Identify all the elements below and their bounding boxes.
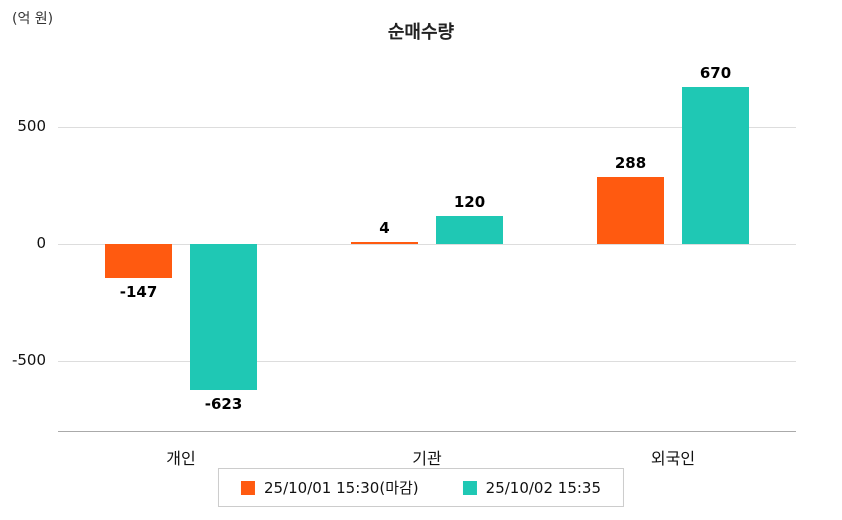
bar-value-label: 670: [699, 64, 732, 83]
bar-value-label: -623: [204, 394, 243, 413]
category-label-3: 외국인: [650, 449, 696, 468]
bar-0-개인: [105, 244, 172, 279]
bar-1-외국인: [682, 87, 749, 244]
ytick-label: 0: [36, 234, 46, 252]
plot-area: 500 0 -500 -147 -623 개인 4 120 기관 288 670 외국인: [12, 60, 796, 468]
x-axis-line: [58, 431, 796, 432]
legend-swatch-icon: [462, 480, 477, 495]
bar-1-개인: [190, 244, 257, 390]
y-axis-unit-label: (억 원): [12, 11, 54, 27]
bar-0-기관: [351, 242, 418, 244]
bar-value-label: 288: [614, 153, 647, 172]
legend-label: 25/10/02 15:35: [485, 478, 602, 497]
gridline: [58, 127, 796, 128]
legend-item-2: 25/10/02 15:35: [462, 478, 602, 497]
category-label-2: 기관: [412, 449, 442, 468]
legend-label: 25/10/01 15:30(마감): [263, 479, 419, 497]
legend-item-1: 25/10/01 15:30(마감): [240, 477, 419, 498]
bar-1-기관: [436, 215, 503, 244]
gridline: [58, 361, 796, 362]
bar-value-label: 120: [453, 192, 486, 211]
legend-swatch-icon: [240, 480, 255, 495]
category-label-1: 개인: [166, 449, 196, 468]
chart-title: 순매수량: [387, 22, 455, 43]
ytick-label: -500: [11, 351, 46, 369]
bar-value-label: 4: [379, 219, 390, 237]
bar-0-외국인: [597, 176, 664, 244]
gridline: [58, 244, 796, 245]
ytick-label: 500: [17, 117, 46, 135]
chart-legend: 25/10/01 15:30(마감) 25/10/02 15:35: [217, 468, 625, 507]
bar-value-label: -147: [119, 283, 158, 302]
